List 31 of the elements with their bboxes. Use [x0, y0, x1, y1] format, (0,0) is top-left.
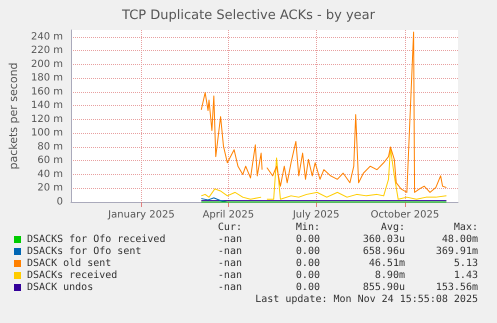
y-tick-label: 160 m — [30, 86, 63, 98]
y-tick-label: 180 m — [30, 72, 63, 84]
x-tick-label: July 2025 — [292, 210, 340, 220]
y-tick-label: 80 m — [37, 141, 63, 152]
y-tick-label: 100 m — [30, 128, 63, 139]
text: -nan 0.00 360.03u 48.00m — [218, 234, 478, 245]
x-tick-label: October 2025 — [370, 210, 440, 220]
y-tick-label: 20 m — [37, 182, 63, 194]
text: -nan 0.00 658.96u 369.91m — [218, 246, 478, 257]
y-tick-label: 40 m — [37, 168, 63, 180]
legend-label: DSACKs received — [27, 270, 118, 281]
chart-title: TCP Duplicate Selective ACKs - by year — [121, 8, 376, 23]
y-tick-label: 200 m — [30, 58, 63, 70]
legend-label: DSACKS for Ofo received — [27, 234, 166, 245]
y-tick-label: 220 m — [30, 45, 63, 56]
text: -nan 0.00 8.90m 1.43 — [218, 270, 478, 281]
y-tick-label: 140 m — [30, 100, 63, 112]
legend-label: DSACK old sent — [27, 258, 112, 269]
text: Last update: Mon Nov 24 15:55:08 2025 — [254, 294, 478, 305]
y-tick-label: 240 m — [30, 31, 63, 42]
x-tick-label: April 2025 — [202, 210, 254, 220]
y-axis-title: packets per second — [7, 62, 20, 170]
legend-label: DSACK undos — [27, 282, 94, 293]
text: -nan 0.00 46.51m 5.13 — [218, 258, 478, 269]
y-tick-label: 0 — [56, 196, 63, 208]
text: Cur: Min: Avg: Max: — [218, 222, 478, 233]
y-tick-label: 120 m — [30, 114, 63, 125]
y-tick-label: 60 m — [37, 155, 63, 166]
x-tick-label: January 2025 — [107, 210, 175, 220]
text: -nan 0.00 855.90u 153.56m — [218, 282, 478, 293]
legend-label: DSACKs for Ofo sent — [27, 246, 142, 257]
